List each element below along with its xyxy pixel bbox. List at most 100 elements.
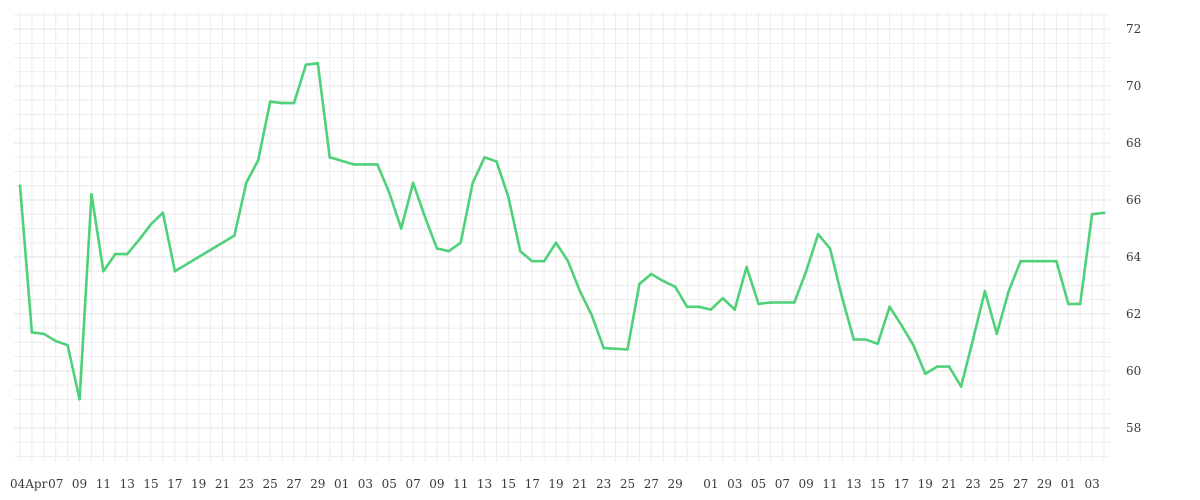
data-point xyxy=(721,296,725,300)
data-point xyxy=(471,181,475,185)
x-tick-label: 03 xyxy=(1084,477,1099,491)
data-point xyxy=(54,339,57,343)
x-tick-label: 19 xyxy=(191,477,206,491)
data-point xyxy=(114,252,117,256)
x-tick-label: 11 xyxy=(453,477,468,491)
x-tick-label: 07 xyxy=(48,477,63,491)
series-layer xyxy=(18,61,1106,401)
data-point xyxy=(554,241,558,244)
data-point xyxy=(268,100,272,103)
grid xyxy=(14,12,1110,462)
data-point xyxy=(840,295,844,299)
data-point xyxy=(578,289,582,293)
data-point xyxy=(280,101,284,105)
x-tick-label: 13 xyxy=(846,477,861,491)
data-point xyxy=(888,305,891,309)
data-point xyxy=(697,305,701,309)
data-point xyxy=(530,259,534,263)
x-tick-label: 04Apr xyxy=(10,477,48,491)
data-point xyxy=(233,234,236,237)
data-point xyxy=(935,365,939,368)
x-tick-label: 23 xyxy=(596,477,611,491)
x-tick-label: 09 xyxy=(72,477,87,491)
data-point xyxy=(161,211,165,215)
data-point xyxy=(388,191,391,195)
data-point xyxy=(638,282,641,286)
data-point xyxy=(245,181,248,185)
data-point xyxy=(66,343,69,347)
data-point xyxy=(78,398,81,401)
x-tick-label: 17 xyxy=(167,477,182,491)
data-point xyxy=(90,193,93,196)
y-tick-label: 70 xyxy=(1126,79,1141,93)
data-point xyxy=(316,62,320,65)
data-point xyxy=(673,285,677,289)
data-point xyxy=(733,308,736,311)
data-point xyxy=(852,338,856,341)
data-point xyxy=(1019,259,1022,263)
x-tick-label: 11 xyxy=(96,477,111,491)
data-point xyxy=(769,301,772,304)
data-point xyxy=(376,163,379,166)
x-tick-label: 01 xyxy=(1061,477,1076,491)
x-tick-label: 09 xyxy=(429,477,444,491)
y-tick-label: 58 xyxy=(1126,421,1141,435)
x-tick-label: 05 xyxy=(382,477,397,491)
x-tick-label: 25 xyxy=(263,477,278,491)
data-point xyxy=(292,101,296,105)
data-point xyxy=(328,156,332,159)
data-point xyxy=(709,308,713,311)
x-tick-label: 03 xyxy=(358,477,373,491)
x-tick-label: 17 xyxy=(525,477,540,491)
x-tick-label: 13 xyxy=(120,477,135,491)
data-point xyxy=(18,184,22,187)
data-point xyxy=(804,269,808,273)
data-point xyxy=(864,338,868,341)
x-tick-label: 15 xyxy=(501,477,516,491)
x-tick-label: 01 xyxy=(334,477,349,491)
data-point xyxy=(459,241,463,244)
x-tick-label: 07 xyxy=(775,477,790,491)
data-point xyxy=(745,265,748,269)
data-point xyxy=(626,348,629,351)
data-point xyxy=(1078,302,1082,306)
data-point xyxy=(1007,289,1010,293)
data-point xyxy=(828,247,832,250)
data-point xyxy=(256,158,260,162)
x-tick-label: 21 xyxy=(942,477,957,491)
x-axis: 04Apr 07 09 11 13 15 17 19 21 23 25 27 29 01 03 05 07 09 1… xyxy=(10,477,1100,491)
data-point xyxy=(566,259,570,263)
data-point xyxy=(423,215,427,219)
data-point xyxy=(959,385,963,388)
data-point xyxy=(399,227,403,230)
x-tick-label: 13 xyxy=(477,477,492,491)
data-point xyxy=(1102,211,1106,215)
data-point xyxy=(447,249,451,253)
data-point xyxy=(1067,302,1070,306)
data-point xyxy=(411,181,415,185)
data-point xyxy=(495,160,498,163)
data-point xyxy=(924,372,927,376)
data-point xyxy=(483,156,486,159)
x-tick-label: 23 xyxy=(965,477,980,491)
x-tick-label: 29 xyxy=(1037,477,1052,491)
data-point xyxy=(590,314,594,317)
data-point xyxy=(125,252,129,256)
data-point xyxy=(912,343,915,347)
x-tick-label: 27 xyxy=(286,477,301,491)
x-tick-label: 15 xyxy=(143,477,158,491)
data-point xyxy=(173,269,177,273)
data-point xyxy=(507,195,510,199)
x-tick-label: 01 xyxy=(703,477,718,491)
data-point xyxy=(364,163,367,166)
x-tick-label: 03 xyxy=(727,477,742,491)
data-point xyxy=(1055,259,1058,263)
data-point xyxy=(1090,212,1094,216)
data-point xyxy=(947,365,951,368)
data-point xyxy=(662,279,665,283)
x-tick-label: 09 xyxy=(799,477,814,491)
data-point xyxy=(149,222,153,226)
x-tick-label: 25 xyxy=(989,477,1004,491)
data-point xyxy=(757,302,760,306)
